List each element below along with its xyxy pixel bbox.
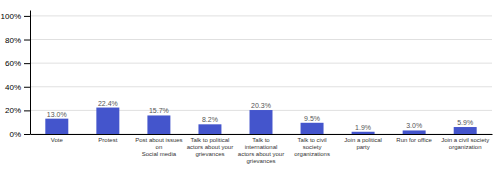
x-axis: Vote Protest Post about issuesonSocial med… [31, 135, 493, 165]
x-tick-label-line: Protest [98, 137, 117, 143]
y-tick: 60% [5, 59, 30, 68]
x-tick-label-line: Talk to civil [298, 137, 327, 143]
x-tick-label-line: Join a political [344, 137, 382, 143]
y-tick-mark [24, 40, 30, 41]
x-tick: Post about issuesonSocial media [135, 137, 182, 157]
x-tick-label-line: party [356, 144, 369, 150]
y-tick-label: 80% [5, 36, 21, 45]
bar [45, 119, 68, 134]
y-axis-line [30, 11, 31, 135]
x-tick-label-line: international [245, 144, 278, 150]
y-tick: 20% [5, 106, 30, 115]
x-tick-label-line: Join a civil society [441, 137, 489, 143]
x-tick-label-line: Vote [51, 137, 64, 143]
data-label: 9.5% [304, 115, 320, 122]
grid-line [30, 86, 492, 87]
y-tick: 0% [9, 130, 30, 139]
x-tick-label-line: society [303, 144, 322, 150]
x-tick: Join a politicalparty [344, 137, 382, 150]
bar [147, 115, 170, 134]
x-tick-label: Talk to politicalactors about yourgrieva… [187, 137, 233, 157]
y-tick-label: 40% [5, 83, 21, 92]
data-label: 13.0% [47, 111, 67, 118]
x-tick-label-line: Talk to political [190, 137, 229, 143]
x-tick-label-line: grievances [246, 158, 275, 164]
y-tick-mark [24, 16, 30, 17]
x-tick: Run for office [396, 137, 432, 143]
y-tick-mark [24, 63, 30, 64]
x-tick-label: Post about issuesonSocial media [135, 137, 182, 157]
x-tick-label-line: organization [449, 144, 482, 150]
x-tick-label-line: grievances [195, 151, 224, 157]
bars [45, 108, 476, 134]
data-label: 22.4% [98, 100, 118, 107]
grid-line [30, 63, 492, 64]
y-tick-label: 100% [1, 12, 21, 21]
y-tick-label: 20% [5, 106, 21, 115]
x-tick-label: Protest [98, 137, 117, 143]
x-tick-label: Join a politicalparty [344, 137, 382, 150]
x-tick-label-line: organizations [294, 151, 330, 157]
y-axis: 0% 20% 40% 60% 80% 100% [1, 11, 31, 140]
x-tick-label-line: actors about your [238, 151, 284, 157]
bar [250, 110, 273, 134]
bar [198, 124, 221, 134]
x-tick-label-line: Run for office [396, 137, 432, 143]
data-label: 1.9% [355, 124, 371, 131]
x-tick: Join a civil societyorganization [441, 137, 489, 150]
bar [403, 130, 426, 134]
x-tick-label-line: Social media [142, 151, 177, 157]
x-tick-label-line: Post about issues [135, 137, 182, 143]
data-label: 20.3% [251, 102, 271, 109]
x-tick-label: Talk tointernationalactors about yourgri… [238, 137, 284, 164]
bar [96, 108, 119, 134]
y-tick-mark [24, 110, 30, 111]
chart: 0% 20% 40% 60% 80% 100% Vote Protest Post about … [0, 0, 500, 172]
data-labels: 13.0% 22.4% 15.7% 8.2% 20.3% 9.5% 1.9% 3.0% 5.9% [47, 100, 473, 131]
x-tick: Talk to politicalactors about yourgrieva… [187, 137, 233, 157]
x-tick: Talk tointernationalactors about yourgri… [238, 137, 284, 164]
x-tick-label: Vote [51, 137, 64, 143]
y-tick-label: 60% [5, 59, 21, 68]
x-tick-label-line: actors about your [187, 144, 233, 150]
y-tick: 100% [1, 12, 30, 21]
data-label: 15.7% [149, 107, 169, 114]
x-tick-label: Run for office [396, 137, 432, 143]
x-tick-label-line: on [156, 144, 163, 150]
x-axis-line [31, 134, 493, 135]
grid-line [30, 15, 492, 16]
x-tick-label-line: Talk to [252, 137, 270, 143]
bar [301, 123, 324, 134]
x-tick: Protest [98, 137, 117, 143]
y-tick-label: 0% [9, 130, 21, 139]
x-tick: Vote [51, 137, 64, 143]
data-label: 8.2% [202, 116, 218, 123]
x-tick-label: Talk to civilsocietyorganizations [294, 137, 330, 157]
bar [454, 127, 477, 134]
plot: 0% 20% 40% 60% 80% 100% Vote Protest Post about … [1, 11, 493, 165]
grid-line [30, 39, 492, 40]
y-tick: 80% [5, 36, 30, 45]
x-tick: Talk to civilsocietyorganizations [294, 137, 330, 157]
x-tick-label: Join a civil societyorganization [441, 137, 489, 150]
bar [352, 132, 375, 134]
data-label: 3.0% [406, 122, 422, 129]
grid [30, 16, 492, 134]
y-tick: 40% [5, 83, 30, 92]
data-label: 5.9% [457, 119, 473, 126]
y-tick-mark [24, 134, 30, 135]
y-tick-mark [24, 87, 30, 88]
